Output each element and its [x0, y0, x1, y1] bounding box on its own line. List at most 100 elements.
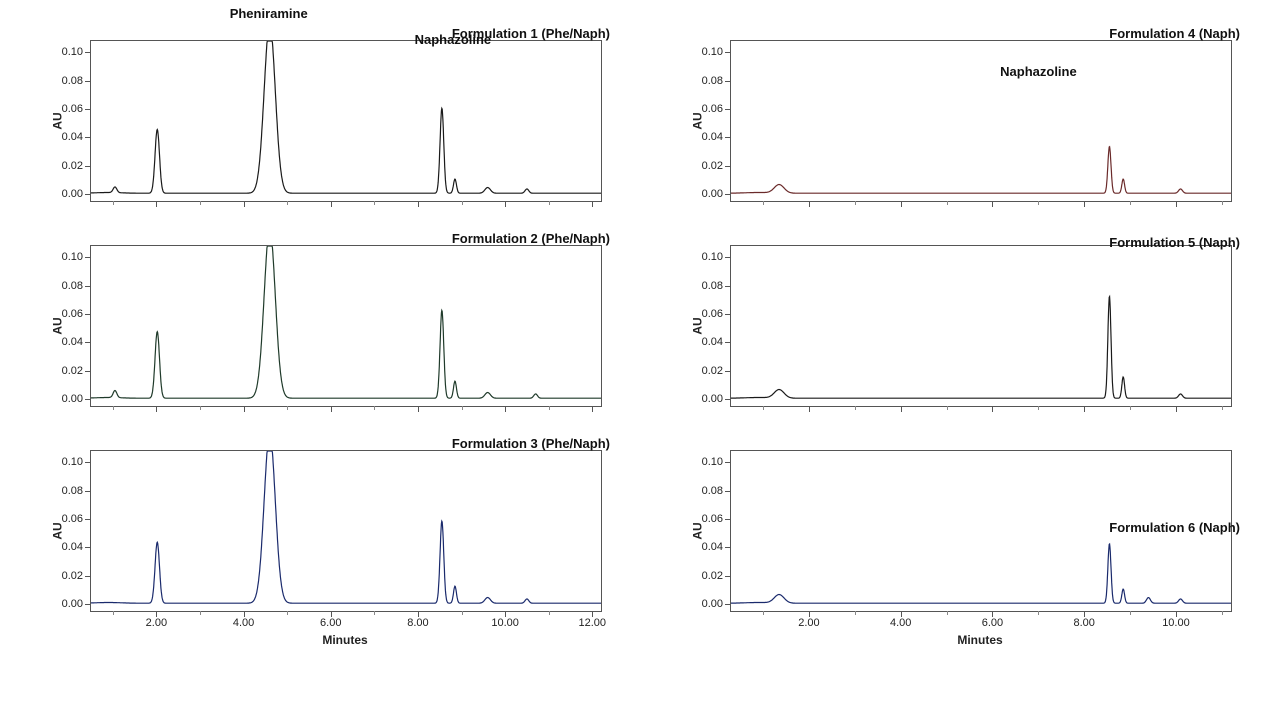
y-tick-label: 0.10: [702, 456, 731, 468]
y-tick-label: 0.08: [702, 485, 731, 497]
x-minor-tick: [1222, 201, 1223, 205]
plot-area: 0.000.020.040.060.080.10AU: [730, 40, 1232, 202]
y-tick-label: 0.10: [62, 46, 91, 58]
x-minor-tick: [1038, 201, 1039, 205]
plot-area: 0.000.020.040.060.080.10AU2.004.006.008.…: [90, 450, 602, 612]
x-minor-tick: [855, 406, 856, 410]
x-minor-tick: [462, 611, 463, 615]
chromatogram-panel: 0.000.020.040.060.080.10AUFormulation 2 …: [20, 215, 630, 420]
chromatogram-panel: 0.000.020.040.060.080.10AUFormulation 4 …: [660, 10, 1260, 215]
y-axis-title: AU: [691, 112, 705, 129]
x-minor-tick: [113, 406, 114, 410]
x-tick: [1176, 406, 1177, 412]
y-tick-label: 0.10: [62, 251, 91, 263]
y-tick-label: 0.04: [62, 541, 91, 553]
x-tick: [809, 406, 810, 412]
panel-caption: Formulation 4 (Naph): [1109, 26, 1240, 41]
y-tick-label: 0.04: [702, 131, 731, 143]
y-tick-label: 0.02: [702, 365, 731, 377]
y-tick-label: 0.08: [702, 280, 731, 292]
x-tick: [244, 201, 245, 207]
panel-caption: Formulation 6 (Naph): [1109, 520, 1240, 535]
x-minor-tick: [287, 406, 288, 410]
x-tick-label: 10.00: [1162, 611, 1190, 629]
x-minor-tick: [462, 406, 463, 410]
y-tick-label: 0.04: [62, 131, 91, 143]
y-tick-label: 0.08: [62, 485, 91, 497]
x-tick: [331, 201, 332, 207]
x-minor-tick: [549, 611, 550, 615]
x-tick: [901, 201, 902, 207]
x-minor-tick: [374, 406, 375, 410]
panel-caption: Formulation 5 (Naph): [1109, 235, 1240, 250]
x-tick-label: 12.00: [579, 611, 607, 629]
x-minor-tick: [287, 201, 288, 205]
chromatogram-trace: [731, 246, 1231, 406]
chromatogram-panel: 0.000.020.040.060.080.10AUFormulation 5 …: [660, 215, 1260, 420]
x-minor-tick: [947, 406, 948, 410]
chromatogram-panel: 0.000.020.040.060.080.10AU2.004.006.008.…: [20, 420, 630, 625]
y-tick-label: 0.00: [702, 598, 731, 610]
x-minor-tick: [549, 201, 550, 205]
x-minor-tick: [1130, 406, 1131, 410]
x-tick-label: 10.00: [491, 611, 519, 629]
chromatogram-trace: [731, 41, 1231, 201]
x-minor-tick: [855, 611, 856, 615]
x-minor-tick: [763, 611, 764, 615]
plot-area: 0.000.020.040.060.080.10AU: [90, 40, 602, 202]
panel-caption: Formulation 3 (Phe/Naph): [452, 436, 610, 451]
y-tick-label: 0.02: [62, 570, 91, 582]
y-tick-label: 0.04: [702, 336, 731, 348]
x-tick: [418, 406, 419, 412]
y-tick-label: 0.00: [62, 393, 91, 405]
left-column: 0.000.020.040.060.080.10AUFormulation 1 …: [20, 10, 630, 655]
y-tick-label: 0.00: [62, 188, 91, 200]
peak-label: Naphazoline: [1000, 64, 1077, 79]
chromatogram-panel: 0.000.020.040.060.080.10AUFormulation 1 …: [20, 10, 630, 215]
y-tick-label: 0.10: [702, 251, 731, 263]
chromatogram-panel: 0.000.020.040.060.080.10AU2.004.006.008.…: [660, 420, 1260, 625]
x-minor-tick: [1130, 611, 1131, 615]
x-tick-label: 8.00: [1073, 611, 1094, 629]
chromatogram-trace: [91, 451, 601, 611]
x-minor-tick: [947, 611, 948, 615]
x-tick-label: 4.00: [233, 611, 254, 629]
x-minor-tick: [549, 406, 550, 410]
x-minor-tick: [1222, 406, 1223, 410]
y-axis-title: AU: [51, 522, 65, 539]
x-tick-label: 8.00: [407, 611, 428, 629]
x-tick: [1176, 201, 1177, 207]
y-tick-label: 0.04: [702, 541, 731, 553]
x-tick: [992, 406, 993, 412]
x-axis-title: Minutes: [322, 633, 367, 647]
plot-area: 0.000.020.040.060.080.10AU: [730, 245, 1232, 407]
y-tick-label: 0.06: [702, 513, 731, 525]
x-minor-tick: [287, 611, 288, 615]
x-minor-tick: [855, 201, 856, 205]
y-tick-label: 0.02: [702, 570, 731, 582]
x-minor-tick: [1130, 201, 1131, 205]
x-tick-label: 6.00: [320, 611, 341, 629]
x-tick-label: 6.00: [982, 611, 1003, 629]
y-tick-label: 0.02: [702, 160, 731, 172]
x-axis-title: Minutes: [957, 633, 1002, 647]
y-tick-label: 0.02: [62, 160, 91, 172]
chromatogram-trace: [91, 41, 601, 201]
x-tick: [156, 406, 157, 412]
x-tick: [1084, 406, 1085, 412]
y-tick-label: 0.08: [702, 75, 731, 87]
x-minor-tick: [763, 406, 764, 410]
x-minor-tick: [113, 201, 114, 205]
y-tick-label: 0.00: [702, 393, 731, 405]
right-column: 0.000.020.040.060.080.10AUFormulation 4 …: [660, 10, 1260, 655]
y-tick-label: 0.06: [62, 103, 91, 115]
y-tick-label: 0.06: [702, 308, 731, 320]
y-tick-label: 0.06: [702, 103, 731, 115]
x-tick: [592, 201, 593, 207]
x-tick: [156, 201, 157, 207]
y-axis-title: AU: [51, 112, 65, 129]
y-tick-label: 0.00: [62, 598, 91, 610]
y-tick-label: 0.04: [62, 336, 91, 348]
plot-area: 0.000.020.040.060.080.10AU: [90, 245, 602, 407]
x-minor-tick: [462, 201, 463, 205]
